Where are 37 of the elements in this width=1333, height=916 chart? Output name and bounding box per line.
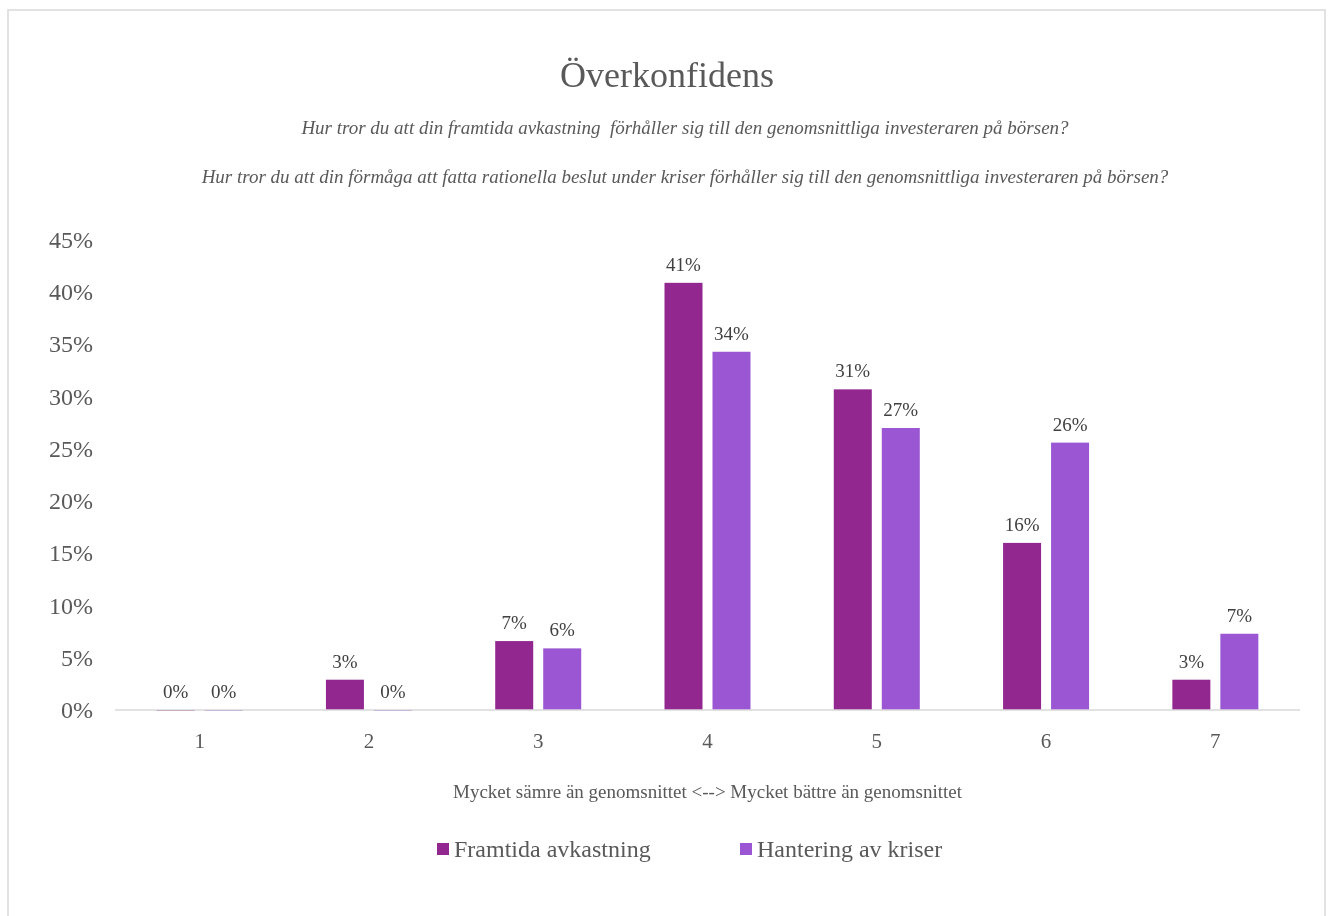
x-tick-label: 6 [1040, 729, 1052, 753]
y-tick-label: 35% [49, 331, 93, 358]
data-label: 0% [210, 681, 237, 702]
x-axis-title: Mycket sämre än genomsnittet <--> Mycket bättre än genomsnittet [453, 781, 963, 802]
data-label: 7% [501, 612, 528, 634]
data-label: 26% [1052, 413, 1088, 435]
data-label: 34% [714, 322, 750, 344]
data-label: 6% [549, 619, 576, 641]
data-label: 27% [883, 399, 919, 420]
y-tick-label: 40% [49, 279, 93, 306]
x-tick-label: 1 [194, 729, 205, 753]
y-tick-label: 30% [49, 383, 93, 410]
y-tick-label: 0% [61, 697, 93, 723]
data-label: 41% [666, 253, 702, 275]
x-tick-label: 7 [1210, 729, 1221, 753]
data-label: 3% [1178, 650, 1205, 672]
x-tick-label: 5 [871, 729, 883, 753]
text: Hur tror du att din förmåga att fatta rationella beslut under kriser förhåller sig till den genomsnittliga investeraren på börsen? [200, 166, 1169, 187]
y-tick-label: 10% [49, 592, 93, 619]
y-tick-label: 15% [49, 540, 93, 567]
data-label: 3% [332, 650, 358, 672]
x-tick-label: 2 [363, 729, 375, 753]
y-tick-label: 5% [61, 644, 93, 671]
data-label: 0% [162, 681, 189, 702]
data-label: 0% [380, 681, 406, 702]
x-tick-label: 4 [702, 729, 714, 753]
data-label: 7% [1226, 604, 1253, 626]
chart-subtitle: Hur tror du att din framtida avkastning förhåller sig till den genomsnittliga investeraren på börsen? [300, 117, 1070, 138]
chart-title: Överkonfidens [560, 55, 774, 95]
data-label: 16% [1004, 513, 1040, 535]
y-tick-label: 25% [49, 435, 93, 462]
y-tick-label: 45% [49, 227, 93, 253]
legend-label: Framtida avkastning [454, 836, 651, 862]
legend-label: Hantering av kriser [757, 836, 943, 862]
x-tick-label: 3 [532, 729, 544, 753]
y-tick-label: 20% [49, 488, 93, 515]
data-label: 31% [835, 360, 871, 382]
